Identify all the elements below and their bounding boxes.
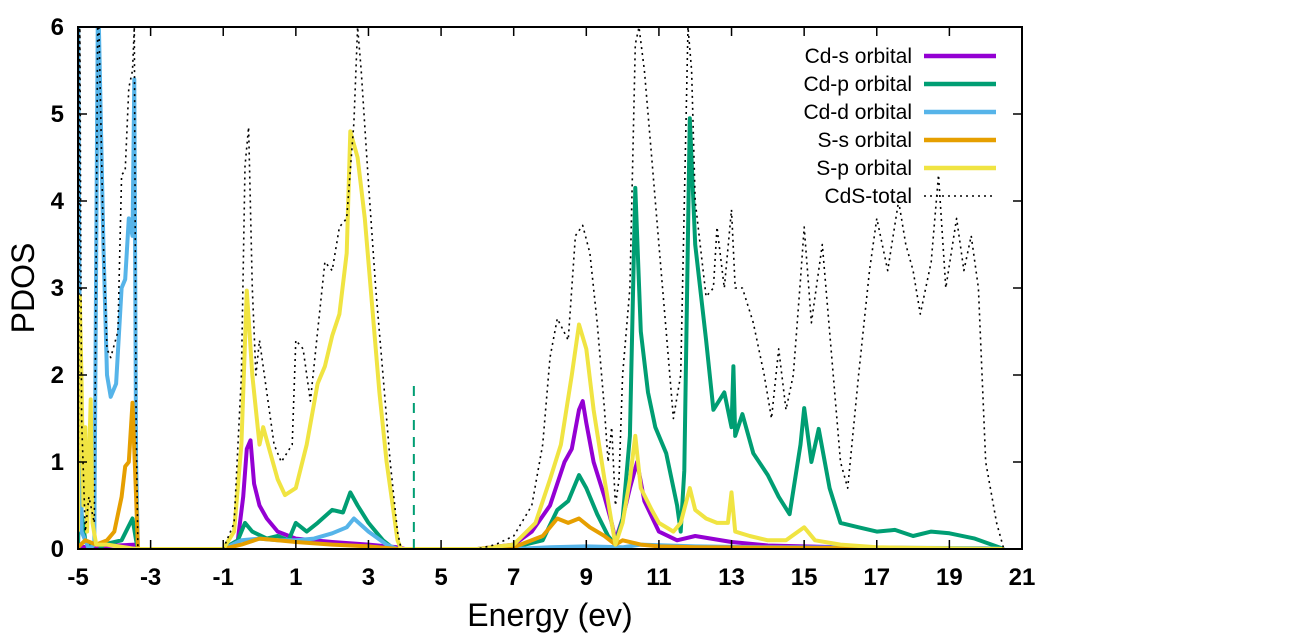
series-line-cd-p-orbital bbox=[78, 116, 1005, 549]
legend-label-s-s-orbital: S-s orbital bbox=[817, 129, 912, 152]
x-tick-label: 9 bbox=[580, 564, 593, 591]
series-line-s-p-orbital bbox=[78, 129, 1004, 549]
x-tick-label: 3 bbox=[362, 564, 375, 591]
x-tick-label: 13 bbox=[718, 564, 745, 591]
y-tick-label: 2 bbox=[51, 362, 64, 389]
series-line-s-s-orbital bbox=[78, 400, 1004, 549]
legend-label-cd-s-orbital: Cd-s orbital bbox=[805, 45, 912, 68]
legend: Cd-s orbital Cd-p orbital Cd-d orbital S-s … bbox=[803, 45, 996, 208]
x-tick-label: 5 bbox=[434, 564, 447, 591]
y-tick-label: 0 bbox=[51, 536, 64, 563]
x-axis-title: Energy (ev) bbox=[467, 597, 632, 633]
x-tick-label: 21 bbox=[1009, 564, 1036, 591]
x-tick-label: 7 bbox=[507, 564, 520, 591]
x-tick-label: 15 bbox=[791, 564, 818, 591]
x-tick-label: 1 bbox=[289, 564, 302, 591]
y-axis: 0 1 2 3 4 5 6 bbox=[51, 14, 1022, 563]
x-tick-label: 17 bbox=[863, 564, 890, 591]
legend-label-cd-p-orbital: Cd-p orbital bbox=[803, 73, 912, 96]
y-tick-label: 1 bbox=[51, 449, 64, 476]
series-line-cd-d-orbital bbox=[78, 27, 1004, 549]
y-tick-label: 6 bbox=[51, 14, 64, 41]
legend-label-cds-total: CdS-total bbox=[824, 185, 912, 208]
y-tick-label: 3 bbox=[51, 275, 64, 302]
y-tick-label: 4 bbox=[51, 188, 65, 215]
legend-label-s-p-orbital: S-p orbital bbox=[816, 157, 912, 180]
x-tick-label: -1 bbox=[213, 564, 234, 591]
y-axis-title: PDOS bbox=[5, 243, 41, 334]
series-layer bbox=[78, 27, 1005, 549]
x-tick-label: 19 bbox=[936, 564, 963, 591]
x-tick-label: -5 bbox=[67, 564, 88, 591]
x-tick-label: -3 bbox=[140, 564, 161, 591]
x-tick-label: 11 bbox=[646, 564, 671, 591]
series-line-cd-s-orbital bbox=[78, 399, 1004, 549]
x-axis: -5 -3 -1 1 3 5 7 9 11 13 15 17 19 21 bbox=[67, 27, 1035, 591]
legend-label-cd-d-orbital: Cd-d orbital bbox=[803, 101, 912, 124]
y-tick-label: 5 bbox=[51, 101, 64, 128]
